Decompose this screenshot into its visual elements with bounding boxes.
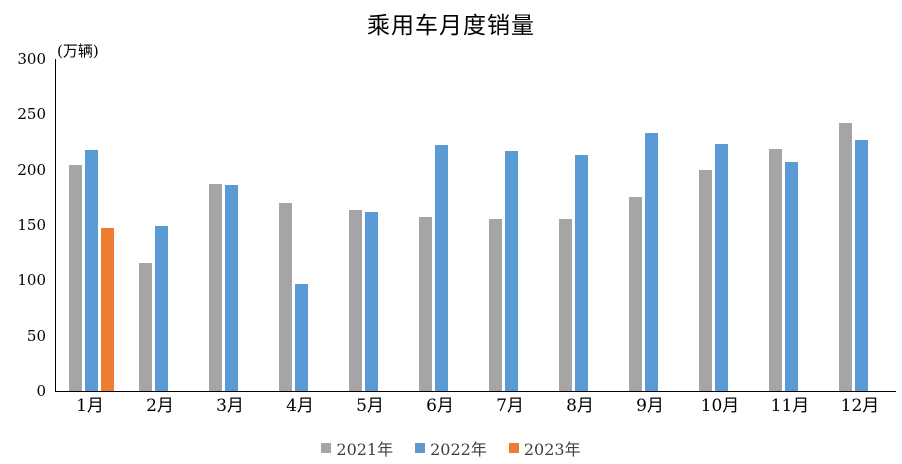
- x-axis-label: 2月: [146, 396, 174, 416]
- bar-2021年-11月: [768, 148, 782, 391]
- bar-2022年-5月: [364, 211, 378, 391]
- bar-2021年-8月: [558, 219, 572, 391]
- bar-2021年-1月: [68, 165, 82, 391]
- bar-2021年-2月: [138, 262, 152, 391]
- bar-2022年-11月: [784, 161, 798, 391]
- bar-2021年-12月: [838, 123, 852, 391]
- bar-2021年-6月: [418, 217, 432, 391]
- plot-area: [55, 59, 896, 392]
- y-tick-label: 200: [17, 160, 46, 179]
- y-tick-label: 300: [17, 50, 46, 68]
- x-axis-label: 12月: [840, 396, 880, 416]
- bar-2022年-12月: [854, 139, 868, 391]
- bar-2021年-9月: [628, 197, 642, 391]
- x-axis-labels: 1月 2月 3月 4月 5月 6月 7月 8月 9月 10月 11月 12月: [55, 396, 895, 418]
- bar-2022年-3月: [224, 185, 238, 391]
- bar-2022年-9月: [644, 133, 658, 391]
- legend: 2021年 2022年 2023年: [0, 436, 902, 460]
- x-axis-label: 7月: [496, 396, 524, 416]
- bar-2022年-1月: [84, 149, 98, 391]
- legend-item-2021年: 2021年: [321, 436, 393, 460]
- bar-2021年-4月: [278, 202, 292, 391]
- x-axis-label: 3月: [216, 396, 244, 416]
- y-axis-ticks: 0 50 100 150 200 250 300: [0, 50, 46, 400]
- x-axis-label: 8月: [566, 396, 594, 416]
- y-axis-unit-label: (万辆): [57, 42, 99, 60]
- legend-label: 2023年: [523, 440, 581, 459]
- legend-item-2023年: 2023年: [508, 436, 581, 460]
- x-axis-label: 5月: [356, 396, 384, 416]
- bar-2021年-7月: [488, 219, 502, 391]
- bar-2022年-6月: [434, 145, 448, 391]
- chart-title: 乘用车月度销量: [367, 13, 535, 39]
- legend-swatch: [415, 443, 426, 453]
- bar-2021年-10月: [698, 169, 712, 391]
- bar-2021年-5月: [348, 209, 362, 391]
- y-tick-label: 150: [17, 216, 46, 234]
- x-axis-label: 11月: [770, 396, 810, 416]
- y-tick-label: 50: [26, 326, 46, 345]
- bar-2022年-10月: [714, 144, 728, 391]
- y-tick-label: 0: [36, 382, 46, 400]
- legend-item-2022年: 2022年: [415, 436, 487, 460]
- x-axis-label: 4月: [286, 396, 314, 416]
- legend-swatch: [321, 443, 332, 453]
- x-axis-label: 9月: [636, 396, 664, 416]
- y-tick-label: 250: [17, 105, 46, 124]
- bar-2022年-2月: [154, 226, 168, 391]
- legend-label: 2022年: [430, 440, 487, 459]
- bar-2022年-8月: [574, 155, 588, 391]
- bar-2022年-4月: [294, 283, 308, 391]
- x-axis-label: 6月: [426, 396, 454, 416]
- bar-2023年-1月: [100, 228, 114, 391]
- legend-swatch: [508, 443, 519, 453]
- x-axis-label: 1月: [76, 396, 104, 416]
- bar-2022年-7月: [504, 150, 518, 391]
- x-axis-label: 10月: [700, 396, 740, 416]
- legend-label: 2021年: [336, 440, 394, 459]
- bar-2021年-3月: [208, 184, 222, 391]
- y-tick-label: 100: [17, 271, 46, 290]
